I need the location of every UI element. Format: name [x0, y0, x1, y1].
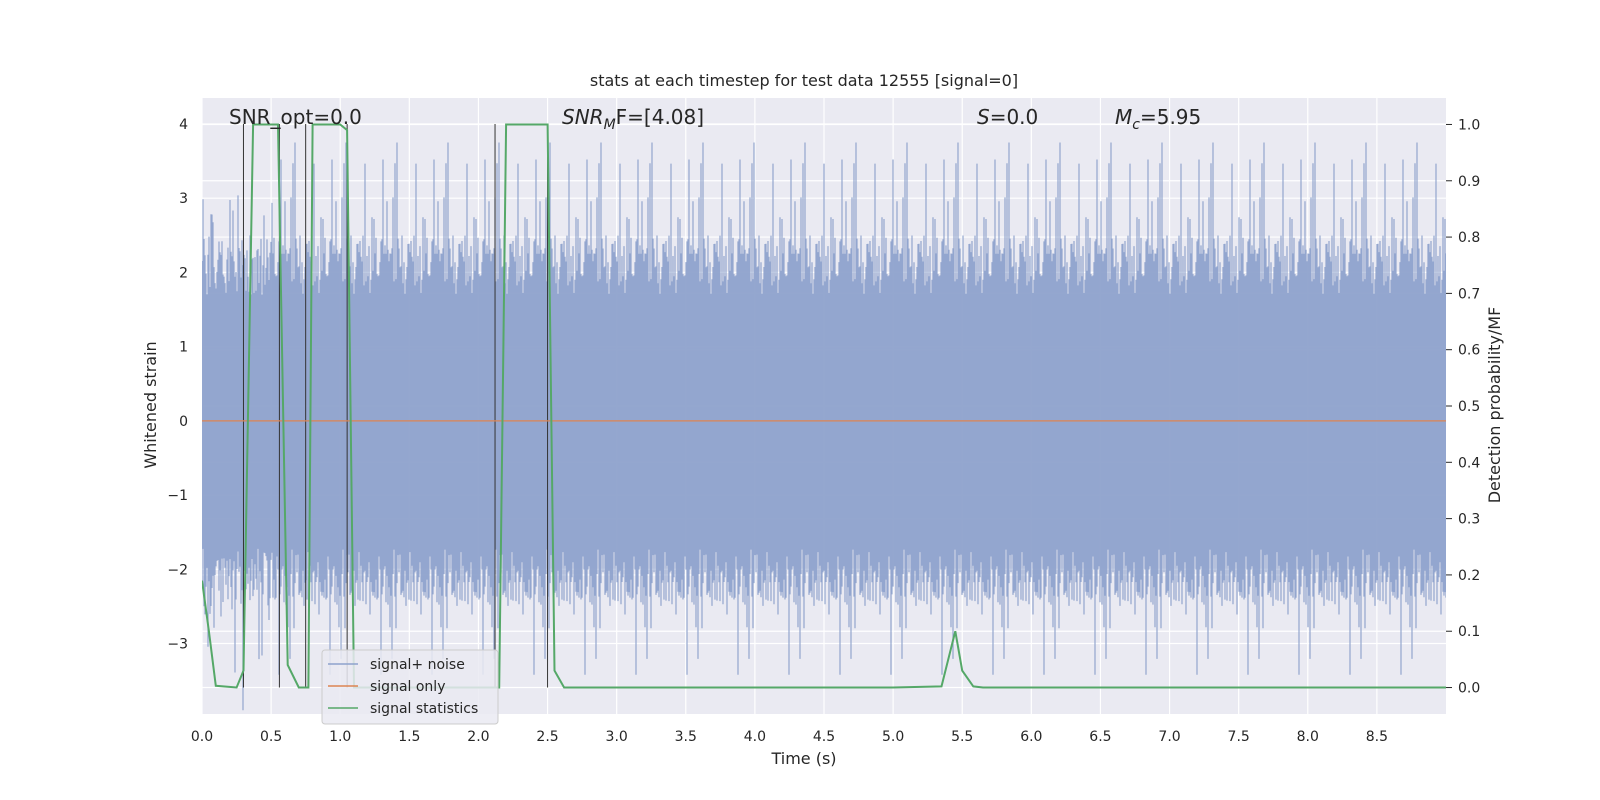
x-tick-label: 5.0 [882, 729, 904, 745]
y-tick-label-left: 4 [179, 117, 188, 133]
annotation-snr-mf: SNRMF=[4.08] [562, 105, 704, 133]
y-tick-label-left: −3 [167, 636, 188, 652]
y-tick-label-left: −2 [167, 562, 188, 578]
x-tick-label: 1.0 [329, 729, 351, 745]
annotation-mc-rest: =5.95 [1140, 105, 1201, 129]
y-tick-label-left: 0 [179, 414, 188, 430]
x-tick-label: 4.5 [813, 729, 835, 745]
y-tick-label-right: 0.5 [1458, 399, 1480, 415]
legend-box [321, 649, 499, 725]
y-tick-label-right: 0.2 [1458, 568, 1480, 584]
x-axis-ticks: 0.0 0.5 1.0 1.5 2.0 2.5 3.0 3.5 4.0 4.5 5.0 5.5 6.0 6… [191, 729, 1388, 745]
y-tick-label-right: 0.8 [1458, 230, 1480, 246]
x-tick-label: 6.5 [1089, 729, 1111, 745]
legend-label-signal-only: signal only [370, 679, 445, 695]
y-tick-label-right: 0.9 [1458, 174, 1480, 190]
annotation-snr-mf-sub: M [604, 117, 616, 133]
x-tick-label: 2.0 [467, 729, 489, 745]
annotation-mc-sub: c [1132, 117, 1140, 133]
series-signal-plus-noise [202, 142, 1446, 711]
x-tick-label: 0.5 [260, 729, 282, 745]
annotation-mc: Mc=5.95 [1115, 105, 1201, 133]
x-tick-label: 7.5 [1228, 729, 1250, 745]
y-tick-label-left: 2 [179, 265, 188, 281]
x-tick-label: 1.5 [398, 729, 420, 745]
y-tick-label-right: 0.6 [1458, 343, 1480, 359]
x-axis-label: Time (s) [770, 749, 836, 768]
y-axis-right-ticks: 0.0 0.1 0.2 0.3 0.4 0.5 0.6 0.7 0.8 0.9 1.0 [1446, 117, 1480, 697]
x-tick-label: 8.0 [1297, 729, 1319, 745]
x-tick-label: 6.0 [1020, 729, 1042, 745]
y-tick-label-right: 0.7 [1458, 286, 1480, 302]
x-tick-label: 5.5 [951, 729, 973, 745]
annotation-mc-main: M [1115, 105, 1132, 129]
legend: signal+ noise signal only signal statist… [321, 649, 499, 725]
y-tick-label-right: 0.3 [1458, 512, 1480, 528]
y-tick-label-left: 3 [179, 191, 188, 207]
annotation-s-main: S [977, 105, 990, 129]
y-tick-label-right: 1.0 [1458, 117, 1480, 133]
x-tick-label: 0.0 [191, 729, 213, 745]
y-axis-left-ticks: −3 −2 −1 0 1 2 3 4 [167, 117, 188, 653]
annotation-s-rest: =0.0 [990, 105, 1039, 129]
vertical-markers [242, 123, 549, 688]
y-axis-right-label: Detection probability/MF [1485, 307, 1504, 504]
x-tick-label: 3.5 [675, 729, 697, 745]
x-tick-label: 7.0 [1158, 729, 1180, 745]
annotation-snr-mf-rest: F=[4.08] [616, 105, 704, 129]
x-tick-label: 2.5 [536, 729, 558, 745]
y-axis-left-label: Whitened strain [141, 341, 160, 468]
x-tick-label: 3.0 [606, 729, 628, 745]
noise-band [202, 142, 1446, 711]
y-tick-label-left: 1 [179, 340, 188, 356]
y-tick-label-right: 0.0 [1458, 681, 1480, 697]
annotation-snr-opt: SNR_opt=0.0 [229, 105, 362, 129]
y-tick-label-left: −1 [167, 488, 188, 504]
x-tick-label: 4.0 [744, 729, 766, 745]
annotation-s: S=0.0 [977, 105, 1038, 129]
chart-title: stats at each timestep for test data 125… [590, 71, 1018, 90]
y-tick-label-right: 0.1 [1458, 624, 1480, 640]
legend-label-signal-statistics: signal statistics [370, 701, 478, 717]
legend-label-signal-plus-noise: signal+ noise [370, 657, 465, 673]
x-tick-label: 8.5 [1366, 729, 1388, 745]
y-tick-label-right: 0.4 [1458, 455, 1480, 471]
annotation-snr-mf-main: SNR [562, 105, 604, 129]
